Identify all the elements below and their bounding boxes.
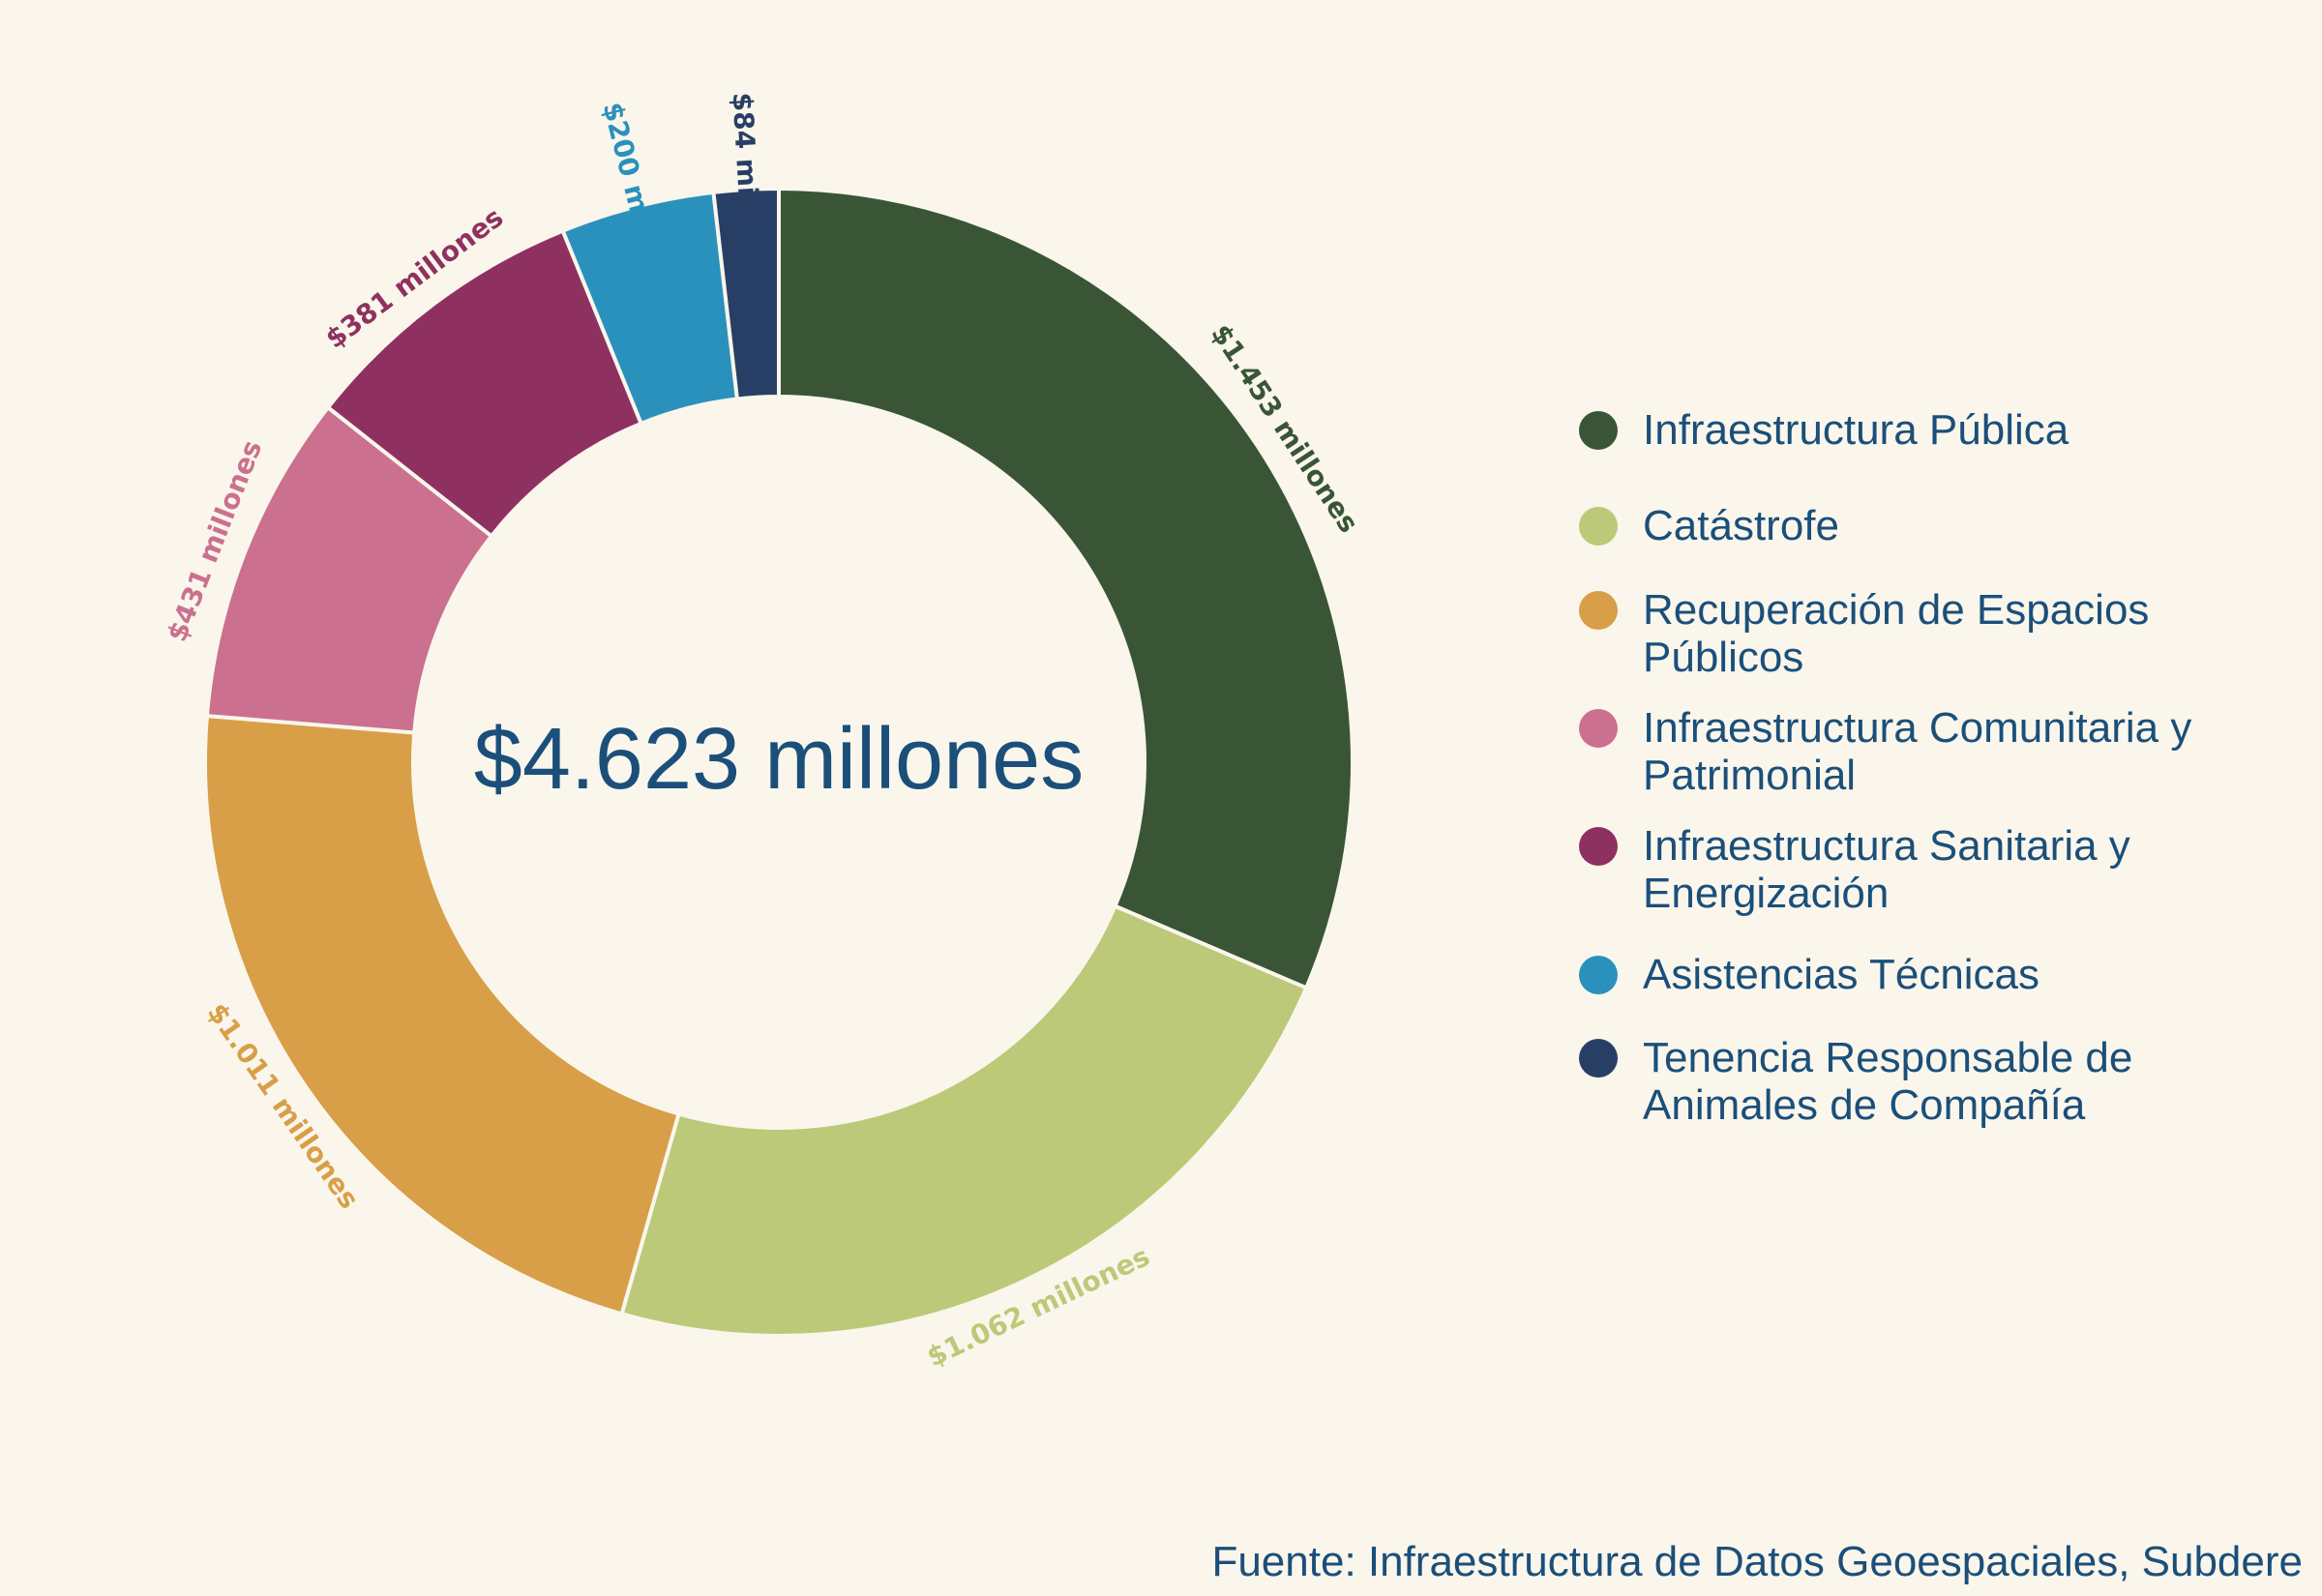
slice-tenencia-responsable-de-animales-de-compania: [711, 186, 781, 401]
center-total-label: $4.623 millones: [474, 711, 1084, 808]
legend-label-line: Asistencias Técnicas: [1643, 951, 2040, 998]
legend-label-line: Tenencia Responsable de: [1643, 1034, 2133, 1081]
legend-swatch: [1579, 507, 1618, 546]
legend-label-line: Públicos: [1643, 634, 1804, 681]
value-label-tenencia-responsable-de-animales-de-compania: $84 mill.: [726, 92, 765, 225]
legend-label: Infraestructura Comunitaria y Patrimonial: [1643, 704, 2262, 799]
legend-swatch: [1579, 411, 1618, 450]
slice-infraestructura-publica: [777, 186, 1354, 990]
legend-label-line: Infraestructura Pública: [1643, 406, 2069, 454]
legend-item-infraestructura-sanitaria-y-energizacion: Infraestructura Sanitaria y Energización: [1579, 822, 2262, 917]
legend-label-line: Infraestructura Comunitaria y: [1643, 704, 2192, 752]
donut-slices: [203, 186, 1354, 1338]
legend-item-tenencia-responsable-de-animales-de-compania: Tenencia Responsable de Animales de Compa…: [1579, 1034, 2262, 1129]
legend-label: Asistencias Técnicas: [1643, 951, 2262, 998]
legend-label-line: Patrimonial: [1643, 752, 1857, 799]
legend-label: Infraestructura Sanitaria y Energización: [1643, 822, 2262, 917]
legend-label: Recuperación de Espacios Públicos: [1643, 586, 2262, 681]
legend-label: Catástrofe: [1643, 502, 2262, 549]
legend-item-infraestructura-comunitaria-y-patrimonial: Infraestructura Comunitaria y Patrimonial: [1579, 704, 2262, 799]
legend-item-catastrofe: Catástrofe: [1579, 502, 2262, 549]
legend-swatch: [1579, 827, 1618, 866]
slice-recuperacion-de-espacios-publicos: [203, 713, 681, 1316]
legend-label: Infraestructura Pública: [1643, 406, 2262, 454]
legend-label-line: Recuperación de Espacios: [1643, 586, 2150, 634]
legend-swatch: [1579, 591, 1618, 630]
legend-item-infraestructura-publica: Infraestructura Pública: [1579, 406, 2262, 454]
legend-swatch: [1579, 1039, 1618, 1078]
legend-item-recuperacion-de-espacios-publicos: Recuperación de Espacios Públicos: [1579, 586, 2262, 681]
legend-swatch: [1579, 709, 1618, 748]
slice-catastrofe: [619, 903, 1309, 1338]
legend-item-asistencias-tecnicas: Asistencias Técnicas: [1579, 951, 2262, 998]
legend-label-line: Energización: [1643, 870, 1890, 917]
legend-label: Tenencia Responsable de Animales de Compa…: [1643, 1034, 2262, 1129]
legend-label-line: Animales de Compañía: [1643, 1081, 2086, 1129]
legend-swatch: [1579, 956, 1618, 994]
legend-label-line: Infraestructura Sanitaria y: [1643, 822, 2130, 870]
legend-label-line: Catástrofe: [1643, 502, 1839, 549]
source-note: Fuente: Infraestructura de Datos Geoespa…: [1211, 1538, 2303, 1585]
